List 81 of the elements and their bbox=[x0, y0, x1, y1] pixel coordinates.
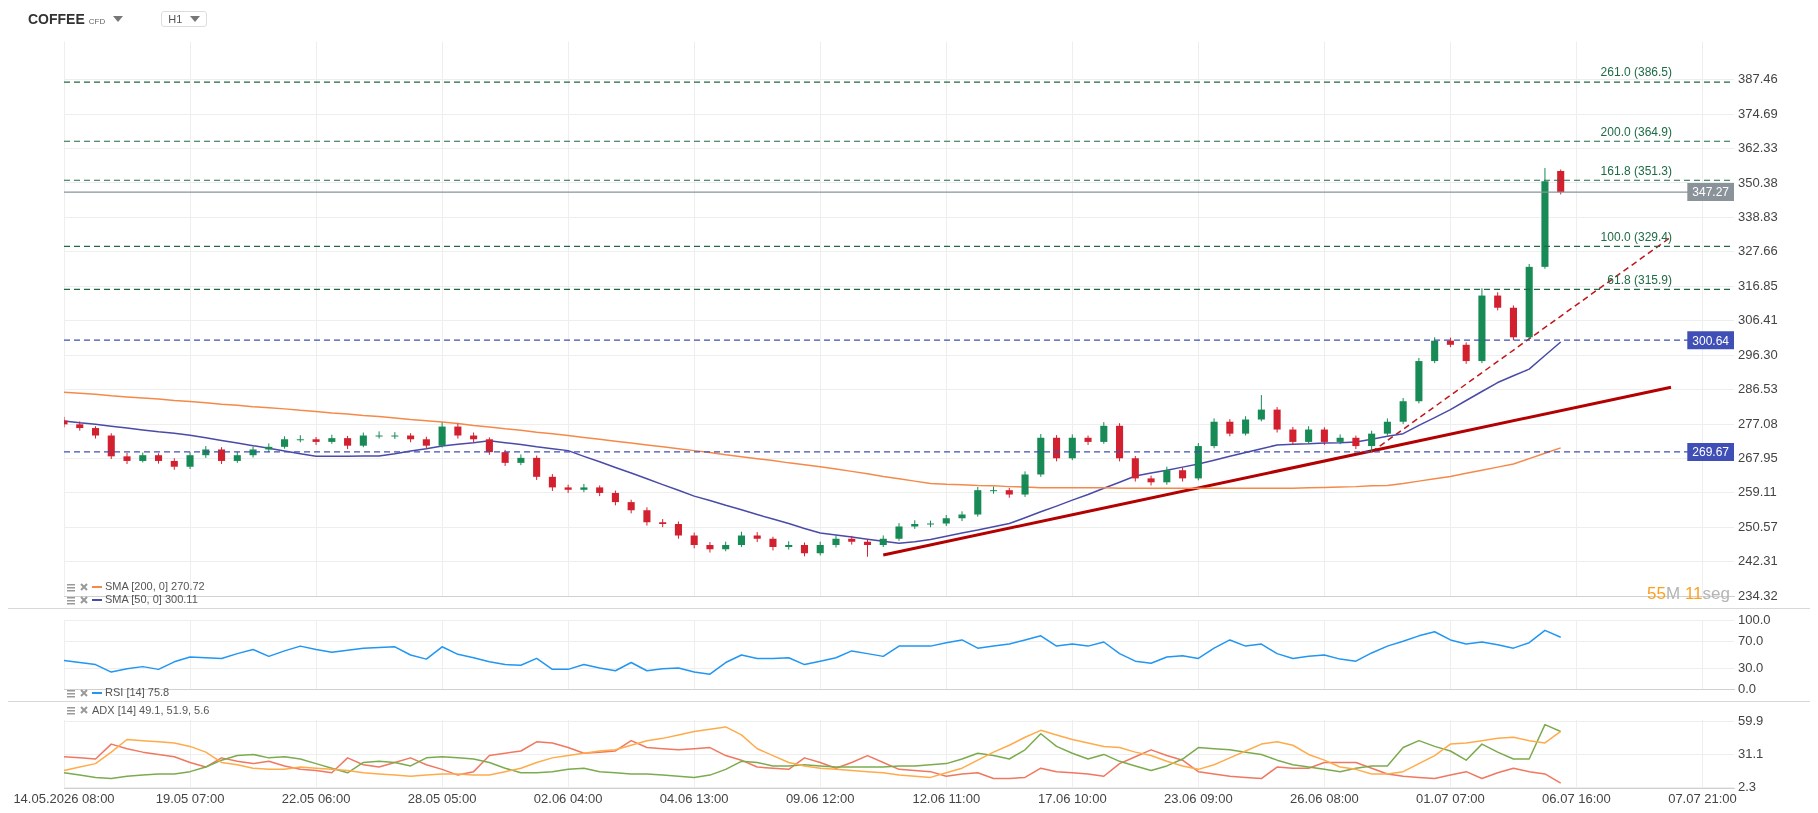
y-tick-label: 306.41 bbox=[1738, 312, 1778, 328]
y-tick-label: 100.0 bbox=[1738, 612, 1771, 628]
candlestick bbox=[517, 453, 525, 466]
y-tick-label: 296.30 bbox=[1738, 346, 1778, 362]
candlestick bbox=[312, 436, 320, 446]
candlestick bbox=[1242, 415, 1250, 437]
candlestick bbox=[580, 483, 588, 493]
candlestick bbox=[107, 432, 115, 460]
candlestick bbox=[438, 421, 446, 449]
y-tick-label: 267.95 bbox=[1738, 450, 1778, 466]
candlestick bbox=[1431, 336, 1439, 364]
legend-label: SMA [50, 0] 300.11 bbox=[105, 593, 198, 606]
y-tick-label: 0.0 bbox=[1738, 680, 1757, 696]
y-tick-label: 234.32 bbox=[1738, 587, 1778, 603]
y-tick-label: 362.33 bbox=[1738, 140, 1778, 156]
y-tick-label: 316.85 bbox=[1738, 277, 1778, 293]
candlestick bbox=[1021, 470, 1029, 498]
y-tick-label: 327.66 bbox=[1738, 243, 1778, 259]
x-tick-label: 17.06 10:00 bbox=[1037, 790, 1107, 806]
x-tick-label: 22.05 06:00 bbox=[281, 790, 351, 806]
x-tick-label: 28.05 05:00 bbox=[407, 790, 477, 806]
y-tick-label: 70.0 bbox=[1738, 632, 1764, 648]
text: H1 bbox=[168, 13, 183, 25]
x-tick-label: 01.07 07:00 bbox=[1416, 790, 1485, 806]
ref-line-label: 61.8 (315.9) bbox=[1607, 272, 1672, 287]
text: ADX [14] 49.1, 51.9, 5.6 bbox=[92, 704, 210, 716]
y-tick-label: 374.69 bbox=[1738, 105, 1778, 121]
x-tick-label: 06.07 16:00 bbox=[1542, 790, 1611, 806]
y-tick-label: 242.31 bbox=[1738, 553, 1778, 569]
candlestick bbox=[375, 430, 383, 440]
x-tick-label: 12.06 11:00 bbox=[912, 790, 981, 806]
x-tick-label: 26.06 08:00 bbox=[1290, 790, 1359, 806]
y-tick-label: 2.3 bbox=[1738, 778, 1757, 794]
x-tick-label: 02.06 04:00 bbox=[533, 790, 603, 806]
candlestick bbox=[832, 534, 840, 548]
y-tick-label: 250.57 bbox=[1738, 518, 1778, 534]
candlestick bbox=[1336, 433, 1344, 445]
x-tick-label: 19.05 07:00 bbox=[155, 790, 225, 806]
candlestick bbox=[1557, 169, 1565, 195]
y-tick-label: 338.83 bbox=[1738, 208, 1778, 224]
x-tick-label: 09.06 12:00 bbox=[785, 790, 855, 806]
annotation: 347.27 bbox=[1692, 185, 1730, 200]
candlestick bbox=[1399, 397, 1407, 425]
candlestick bbox=[1462, 341, 1470, 365]
candlestick bbox=[706, 541, 714, 554]
annotation: 269.67 bbox=[1692, 445, 1730, 460]
candlestick bbox=[1368, 430, 1376, 453]
candlestick bbox=[1068, 433, 1076, 461]
candlestick bbox=[643, 506, 651, 527]
candlestick bbox=[533, 455, 541, 481]
y-tick-label: 30.0 bbox=[1738, 660, 1764, 676]
x-tick-label: 23.06 09:00 bbox=[1164, 790, 1233, 806]
ref-line-label: 261.0 (386.5) bbox=[1600, 65, 1672, 80]
candlestick bbox=[1147, 475, 1155, 486]
y-tick-label: 31.1 bbox=[1738, 745, 1764, 761]
annotation: 55M 11seg bbox=[1647, 584, 1730, 603]
candlestick bbox=[1273, 406, 1281, 434]
candlestick bbox=[1257, 394, 1265, 422]
y-tick-label: 350.38 bbox=[1738, 174, 1778, 190]
y-tick-label: 59.9 bbox=[1738, 712, 1764, 728]
x-tick-label: 14.05.2026 08:00 bbox=[13, 790, 115, 806]
candlestick bbox=[123, 452, 131, 465]
candlestick bbox=[1494, 291, 1502, 311]
y-tick-label: 387.46 bbox=[1738, 71, 1778, 87]
ref-line-label: 200.0 (364.9) bbox=[1600, 124, 1672, 139]
candlestick bbox=[1100, 421, 1108, 445]
x-tick-label: 07.07 21:00 bbox=[1668, 790, 1737, 806]
legend-label: RSI [14] 75.8 bbox=[105, 686, 170, 699]
legend-label: SMA [200, 0] 270.72 bbox=[105, 580, 205, 593]
candlestick bbox=[1084, 435, 1092, 446]
y-tick-label: 259.11 bbox=[1738, 484, 1777, 500]
x-tick-label: 04.06 13:00 bbox=[659, 790, 729, 806]
annotation: 300.64 bbox=[1692, 333, 1730, 348]
y-tick-label: 277.08 bbox=[1738, 415, 1778, 431]
chart-subtitle: CFD bbox=[88, 16, 106, 26]
chart-title: COFFEE bbox=[28, 11, 85, 27]
ref-line-label: 161.8 (351.3) bbox=[1600, 163, 1672, 178]
ref-line-label: 100.0 (329.4) bbox=[1600, 229, 1672, 244]
y-tick-label: 286.53 bbox=[1738, 381, 1778, 397]
candlestick bbox=[958, 510, 966, 522]
candlestick bbox=[1131, 455, 1139, 483]
